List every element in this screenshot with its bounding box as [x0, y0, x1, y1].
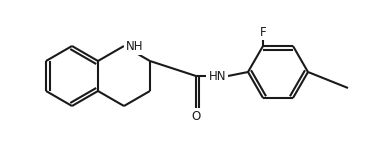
Text: O: O — [191, 110, 201, 123]
Text: HN: HN — [209, 69, 226, 82]
Text: NH: NH — [126, 40, 143, 53]
Text: F: F — [260, 26, 266, 39]
